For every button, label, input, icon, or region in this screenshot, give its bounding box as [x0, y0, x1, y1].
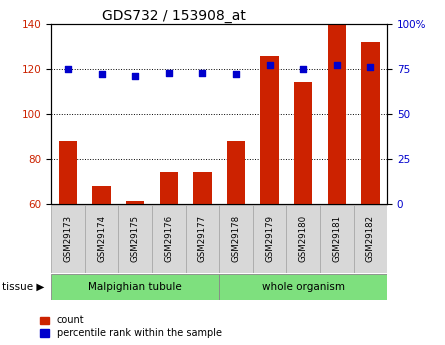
Point [132, 73, 139, 79]
Text: GSM29176: GSM29176 [164, 215, 173, 263]
FancyBboxPatch shape [152, 205, 186, 273]
Text: GSM29177: GSM29177 [198, 215, 207, 263]
FancyBboxPatch shape [85, 205, 118, 273]
Point [98, 72, 105, 77]
FancyBboxPatch shape [320, 205, 353, 273]
Text: Malpighian tubule: Malpighian tubule [88, 282, 182, 292]
Bar [361, 42, 380, 204]
FancyBboxPatch shape [51, 205, 85, 273]
Bar [59, 141, 77, 204]
Text: GSM29181: GSM29181 [332, 215, 341, 263]
Text: GSM29178: GSM29178 [231, 215, 240, 263]
Point [367, 65, 374, 70]
Text: GDS732 / 153908_at: GDS732 / 153908_at [101, 9, 246, 23]
Bar [328, 24, 346, 204]
Point [299, 66, 307, 72]
Point [65, 66, 72, 72]
FancyBboxPatch shape [118, 205, 152, 273]
FancyBboxPatch shape [353, 205, 387, 273]
Bar [294, 82, 312, 204]
Text: tissue ▶: tissue ▶ [2, 282, 44, 292]
FancyBboxPatch shape [287, 205, 320, 273]
Text: GSM29175: GSM29175 [131, 215, 140, 263]
Text: GSM29173: GSM29173 [64, 215, 73, 263]
FancyBboxPatch shape [186, 205, 219, 273]
FancyBboxPatch shape [219, 205, 253, 273]
Bar [126, 201, 145, 204]
Point [333, 63, 340, 68]
Bar [227, 141, 245, 204]
Point [165, 70, 172, 75]
Point [266, 63, 273, 68]
FancyBboxPatch shape [51, 274, 219, 300]
Bar [193, 172, 212, 204]
FancyBboxPatch shape [219, 274, 387, 300]
Bar [159, 172, 178, 204]
Bar [92, 186, 111, 204]
Text: GSM29182: GSM29182 [366, 215, 375, 263]
Text: GSM29179: GSM29179 [265, 215, 274, 263]
Text: GSM29180: GSM29180 [299, 215, 307, 263]
Text: GSM29174: GSM29174 [97, 215, 106, 263]
Point [232, 72, 239, 77]
Legend: count, percentile rank within the sample: count, percentile rank within the sample [40, 315, 222, 338]
Bar [260, 56, 279, 204]
Text: whole organism: whole organism [262, 282, 345, 292]
FancyBboxPatch shape [253, 205, 287, 273]
Point [199, 70, 206, 75]
